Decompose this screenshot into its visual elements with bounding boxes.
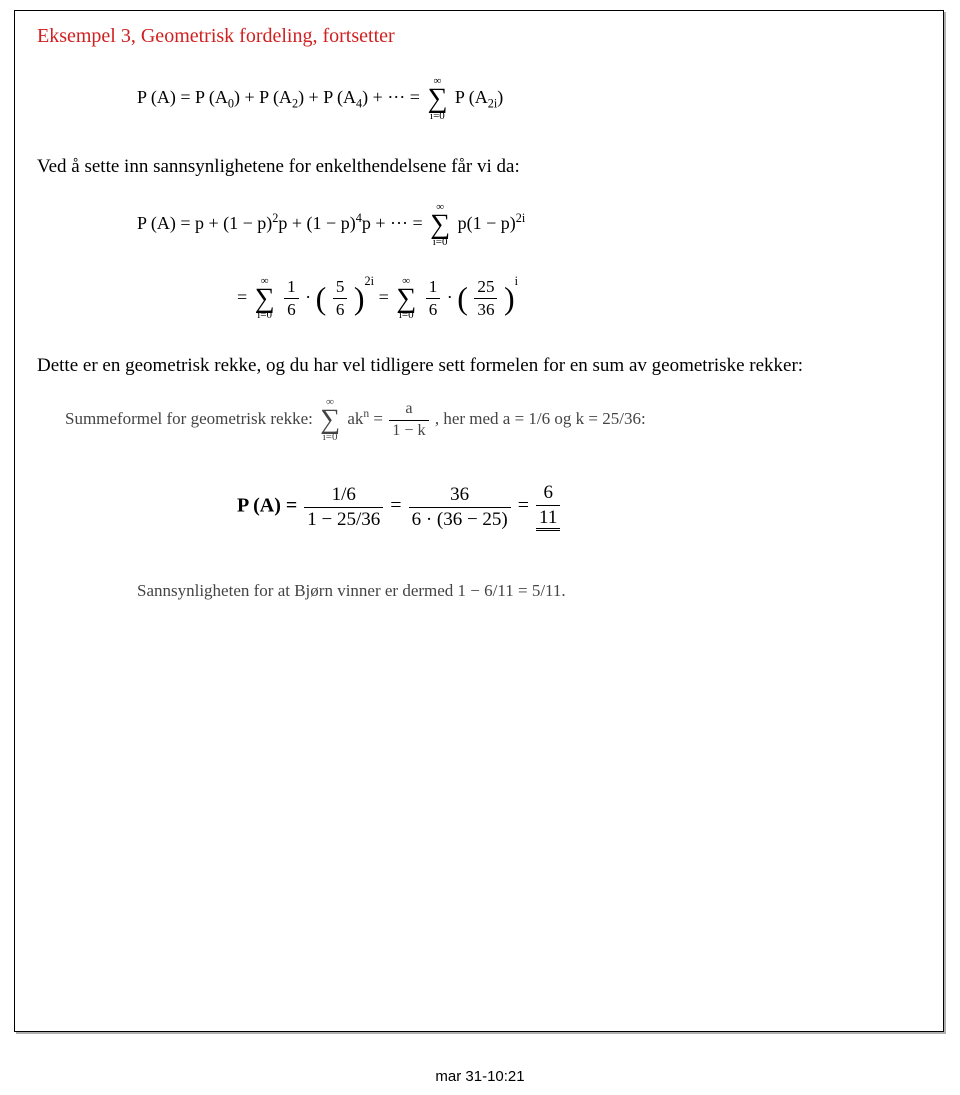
- sigma-icon: ∑: [427, 87, 447, 111]
- frac-den: 6: [284, 299, 299, 319]
- rparen-icon: ): [354, 286, 365, 312]
- eq3-eq2: =: [379, 287, 394, 307]
- eq4-ak: ak: [347, 409, 363, 428]
- frac-den: 36: [474, 299, 497, 319]
- sigma-icon: ∑: [430, 213, 450, 237]
- equation-5: P (A) = 1/6 1 − 25/36 = 36 6 · (36 − 25)…: [237, 483, 921, 531]
- eq3-dot: ·: [447, 287, 458, 307]
- eq4-pre: Summeformel for geometrisk rekke:: [65, 409, 317, 428]
- frac-num: 1: [284, 278, 299, 299]
- frac-num: a: [389, 401, 428, 421]
- frac-2: 36 6 · (36 − 25): [409, 485, 511, 530]
- sigma-icon: ∑: [255, 287, 275, 311]
- eq5-eq1: =: [390, 495, 406, 517]
- sum-symbol: ∞ ∑ i=0: [427, 76, 447, 122]
- eq3-exp2i: 2i: [365, 274, 375, 288]
- eq1-mid3: ) + ··· =: [362, 87, 424, 107]
- frac-5-6: 5 6: [333, 278, 348, 319]
- equation-2: P (A) = p + (1 − p)2p + (1 − p)4p + ··· …: [137, 202, 921, 248]
- lparen-icon: (: [316, 286, 327, 312]
- eq1-mid2: ) + P (A: [298, 87, 356, 107]
- sum-symbol: ∞ ∑ i=0: [430, 202, 450, 248]
- frac-1-6: 1 6: [284, 278, 299, 319]
- frac-3: 6 11: [536, 483, 560, 531]
- eq4-n: n: [363, 408, 369, 421]
- eq3-expi: i: [515, 274, 518, 288]
- sum-bot: i=0: [255, 310, 275, 321]
- frac-1: 1/6 1 − 25/36: [304, 485, 383, 530]
- frac-25-36: 25 36: [474, 278, 497, 319]
- eq1-mid1: ) + P (A: [234, 87, 292, 107]
- equation-3: = ∞ ∑ i=0 1 6 · ( 5 6 )2i = ∞ ∑ i=0: [237, 274, 921, 322]
- eq2-e2i: 2i: [516, 211, 526, 225]
- sum-symbol: ∞ ∑ i=0: [320, 397, 340, 443]
- sigma-icon: ∑: [320, 408, 340, 432]
- eq5-eq2: =: [518, 495, 534, 517]
- eq2-mid2: p + ··· =: [362, 213, 427, 233]
- eq1-lhs: P (A) = P (A: [137, 87, 228, 107]
- frac-num: 5: [333, 278, 348, 299]
- frac-den: 6: [426, 299, 441, 319]
- paragraph-2: Dette er en geometrisk rekke, og du har …: [37, 355, 921, 377]
- eq5-lhs: P (A) =: [237, 495, 302, 517]
- frac-den: 1 − 25/36: [304, 508, 383, 530]
- frac-den: 6: [333, 299, 348, 319]
- frac-den: 11: [536, 506, 560, 531]
- frac-num: 6: [536, 483, 560, 506]
- eq3-eq: =: [237, 287, 252, 307]
- eq1-sub2i: 2i: [488, 97, 498, 111]
- equation-1: P (A) = P (A0) + P (A2) + P (A4) + ··· =…: [137, 76, 921, 122]
- eq3-dot: ·: [305, 287, 316, 307]
- sum-bot: i=0: [396, 310, 416, 321]
- frac-num: 25: [474, 278, 497, 299]
- page-footer: mar 31­-10:21: [0, 1068, 960, 1085]
- sigma-icon: ∑: [396, 287, 416, 311]
- eq2-mid1: p + (1 − p): [278, 213, 355, 233]
- rparen-icon: ): [504, 286, 515, 312]
- paragraph-3: Sannsynligheten for at Bjørn vinner er d…: [137, 581, 921, 601]
- page-frame: Eksempel 3, Geometrisk fordeling, fortse…: [14, 10, 944, 1032]
- sum-bot: i=0: [430, 237, 450, 248]
- sum-symbol: ∞ ∑ i=0: [255, 276, 275, 322]
- content-area: Eksempel 3, Geometrisk fordeling, fortse…: [15, 11, 943, 615]
- frac-den: 1 − k: [389, 421, 428, 440]
- frac-num: 1/6: [304, 485, 383, 508]
- sum-bot: i=0: [320, 432, 340, 443]
- sum-symbol: ∞ ∑ i=0: [396, 276, 416, 322]
- frac-num: 36: [409, 485, 511, 508]
- eq2-lhs: P (A) = p + (1 − p): [137, 213, 272, 233]
- frac-a-1mk: a 1 − k: [389, 401, 428, 440]
- lparen-icon: (: [457, 286, 468, 312]
- equation-4: Summeformel for geometrisk rekke: ∞ ∑ i=…: [65, 397, 921, 443]
- frac-1-6: 1 6: [426, 278, 441, 319]
- eq1-rhs: P (A: [455, 87, 488, 107]
- eq4-eq: =: [373, 409, 387, 428]
- eq4-post: , her med a = 1/6 og k = 25/36:: [435, 409, 646, 428]
- sum-bot: i=0: [427, 111, 447, 122]
- eq2-rhs: p(1 − p): [458, 213, 516, 233]
- paragraph-1: Ved å sette inn sannsynlighetene for enk…: [37, 156, 921, 178]
- eq1-close: ): [497, 87, 503, 107]
- frac-den: 6 · (36 − 25): [409, 508, 511, 530]
- page-title: Eksempel 3, Geometrisk fordeling, fortse…: [37, 25, 921, 48]
- frac-num: 1: [426, 278, 441, 299]
